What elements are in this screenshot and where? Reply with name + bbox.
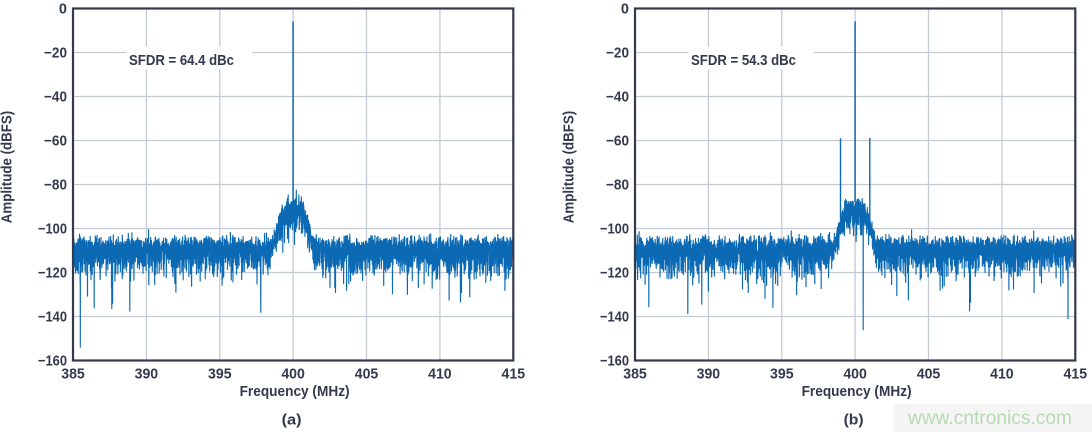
- svg-text:0: 0: [621, 2, 629, 18]
- svg-text:SFDR = 64.4 dBc: SFDR = 64.4 dBc: [129, 53, 234, 69]
- svg-text:−100: −100: [600, 222, 629, 238]
- svg-text:Amplitude (dBFS): Amplitude (dBFS): [0, 111, 16, 224]
- svg-text:Frequency (MHz): Frequency (MHz): [802, 384, 912, 400]
- svg-text:405: 405: [917, 367, 941, 383]
- svg-text:390: 390: [135, 367, 159, 383]
- svg-text:390: 390: [697, 367, 721, 383]
- svg-text:415: 415: [502, 367, 526, 383]
- svg-text:Amplitude (dBFS): Amplitude (dBFS): [562, 111, 578, 224]
- svg-text:−60: −60: [606, 134, 629, 150]
- svg-text:400: 400: [281, 367, 305, 383]
- svg-text:395: 395: [208, 367, 232, 383]
- svg-text:405: 405: [355, 367, 379, 383]
- svg-text:−140: −140: [600, 310, 629, 326]
- svg-text:(b): (b): [844, 413, 864, 429]
- svg-text:415: 415: [1064, 367, 1088, 383]
- svg-text:−80: −80: [44, 178, 67, 194]
- svg-text:395: 395: [770, 367, 794, 383]
- svg-text:−60: −60: [44, 134, 67, 150]
- svg-text:−140: −140: [38, 310, 67, 326]
- svg-text:−120: −120: [38, 266, 67, 282]
- svg-text:−40: −40: [606, 90, 629, 106]
- svg-text:−120: −120: [600, 266, 629, 282]
- svg-text:410: 410: [428, 367, 452, 383]
- svg-text:−160: −160: [38, 354, 67, 370]
- svg-text:400: 400: [843, 367, 867, 383]
- svg-text:−20: −20: [44, 46, 67, 62]
- svg-text:385: 385: [623, 367, 647, 383]
- svg-text:www.cntronics.com: www.cntronics.com: [907, 408, 1072, 429]
- svg-text:410: 410: [990, 367, 1014, 383]
- svg-text:(a): (a): [282, 413, 302, 429]
- svg-text:Frequency (MHz): Frequency (MHz): [240, 384, 350, 400]
- svg-text:−160: −160: [600, 354, 629, 370]
- svg-text:−100: −100: [38, 222, 67, 238]
- svg-text:385: 385: [61, 367, 85, 383]
- svg-text:−80: −80: [606, 178, 629, 194]
- svg-text:0: 0: [59, 2, 67, 18]
- svg-text:−20: −20: [606, 46, 629, 62]
- svg-text:−40: −40: [44, 90, 67, 106]
- svg-text:SFDR = 54.3 dBc: SFDR = 54.3 dBc: [691, 53, 796, 69]
